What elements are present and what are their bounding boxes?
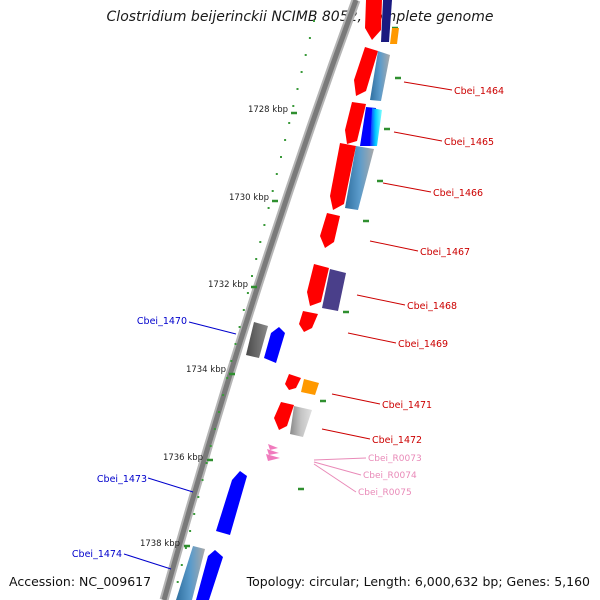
ruler-dot (300, 71, 303, 73)
ruler-dot (205, 462, 208, 464)
rna-chevron-2 (267, 449, 279, 455)
gene-arrows (176, 0, 399, 600)
gene-label-cbei-1469: Cbei_1469 (398, 339, 448, 350)
ruler-dot (184, 547, 187, 549)
rna-chevron-1 (268, 444, 278, 450)
ruler-dot (230, 360, 233, 362)
ruler-label-1736: 1736 kbp (163, 453, 203, 463)
gene-arrow-cbei-1472b (290, 406, 312, 437)
ruler-labels: 1728 kbp 1730 kbp 1732 kbp 1734 kbp 1736… (140, 105, 288, 549)
gene-arrow-cbei-1474 (176, 546, 205, 600)
gene-arrow-cbei-1464b (370, 51, 390, 101)
gene-arrow-cbei-1469 (299, 311, 318, 332)
ruler-dot (313, 20, 315, 22)
ruler-dot (308, 37, 311, 39)
gene-arrow-cbei-1473 (216, 471, 247, 535)
gene-label-cbei-1470: Cbei_1470 (137, 316, 187, 327)
ruler-ticks (184, 111, 297, 548)
ruler-label-1728: 1728 kbp (248, 105, 288, 115)
gene-arrow-cbei-1472 (274, 402, 294, 430)
ruler-dot (255, 258, 258, 260)
ruler-dot (201, 479, 204, 481)
gene-label-cbei-1472: Cbei_1472 (372, 435, 422, 446)
gene-arrow-cbei-1470 (246, 322, 268, 358)
gene-arrow-top-orange (390, 28, 399, 44)
ruler-dot (292, 105, 295, 107)
ruler-dot (304, 54, 307, 56)
gene-label-cbei-1468: Cbei_1468 (407, 301, 457, 312)
ruler-dot (176, 581, 179, 583)
gene-arrow-cbei-1464 (354, 47, 378, 96)
gene-arrow-cbei-1470b (264, 327, 285, 363)
gene-arrow-cbei-1466b (345, 146, 374, 210)
ruler-dot (234, 343, 237, 345)
ruler-dot (213, 428, 216, 430)
ruler-dot (263, 224, 266, 226)
gene-label-cbei-1474: Cbei_1474 (72, 549, 122, 560)
gene-arrow-cbei-1466 (330, 143, 356, 210)
ruler-label-1738: 1738 kbp (140, 539, 180, 549)
ruler-dot (193, 513, 196, 515)
genome-backbone (159, 0, 361, 600)
strand-dashes (298, 26, 401, 491)
gene-arrow-cbei-1471 (285, 374, 301, 390)
topology-label: Topology: circular; Length: 6,000,632 bp… (246, 574, 590, 589)
gene-labels-left: Cbei_1470 Cbei_1473 Cbei_1474 (72, 316, 187, 560)
ruler-dot (218, 411, 220, 413)
ruler-dot (251, 275, 253, 277)
gene-label-cbei-1473: Cbei_1473 (97, 474, 147, 485)
gene-label-cbei-1471: Cbei_1471 (382, 400, 432, 411)
gene-arrow-cbei-1471b (301, 379, 319, 395)
rna-label-cbei-r0074: Cbei_R0074 (363, 471, 417, 481)
ruler-label-1734: 1734 kbp (186, 365, 226, 375)
ruler-dot (226, 377, 229, 379)
rna-label-cbei-r0075: Cbei_R0075 (358, 488, 412, 498)
ruler-dots (176, 20, 315, 583)
gene-label-cbei-1465: Cbei_1465 (444, 137, 494, 148)
ruler-dot (296, 88, 299, 90)
rna-chevron-3 (266, 454, 280, 461)
ruler-dot (271, 190, 274, 192)
ruler-dot (246, 292, 249, 294)
gene-arrow-cbei-1468 (307, 264, 329, 306)
ruler-dot (238, 326, 241, 328)
ruler-dot (222, 394, 225, 396)
label-leaders (123, 81, 453, 570)
ruler-dot (242, 309, 245, 311)
gene-arrow-top-navy (381, 0, 392, 42)
ruler-label-1730: 1730 kbp (229, 193, 269, 203)
ruler-dot (180, 564, 183, 566)
ruler-dot (275, 173, 278, 175)
ruler-dot (280, 156, 282, 158)
accession-label: Accession: NC_009617 (9, 574, 152, 589)
ruler-dot (267, 207, 270, 209)
gene-arrow-cbei-1465 (345, 102, 366, 144)
gene-arrow-cbei-1468b (322, 269, 346, 311)
gene-label-cbei-1466: Cbei_1466 (433, 188, 483, 199)
gene-arrow-cbei-1465c (370, 108, 382, 146)
ruler-dot (288, 122, 291, 124)
ruler-dot (209, 445, 212, 447)
gene-label-cbei-1467: Cbei_1467 (420, 247, 470, 258)
rna-label-cbei-r0073: Cbei_R0073 (368, 454, 422, 464)
ruler-dot (284, 139, 287, 141)
gene-arrow-top-red (365, 0, 382, 40)
ruler-dot (189, 530, 192, 532)
ruler-dot (197, 496, 200, 498)
ruler-label-1732: 1732 kbp (208, 280, 248, 290)
gene-labels-right: Cbei_1464 Cbei_1465 Cbei_1466 Cbei_1467 … (372, 86, 504, 446)
gene-label-cbei-1464: Cbei_1464 (454, 86, 504, 97)
gene-arrow-cbei-1474b (196, 550, 223, 600)
gene-arrow-cbei-1467 (320, 213, 340, 248)
figure-title: Clostridium beijerinckii NCIMB 8052, com… (106, 9, 494, 25)
rna-labels: Cbei_R0073 Cbei_R0074 Cbei_R0075 (358, 454, 422, 498)
ruler-dot (259, 241, 262, 243)
